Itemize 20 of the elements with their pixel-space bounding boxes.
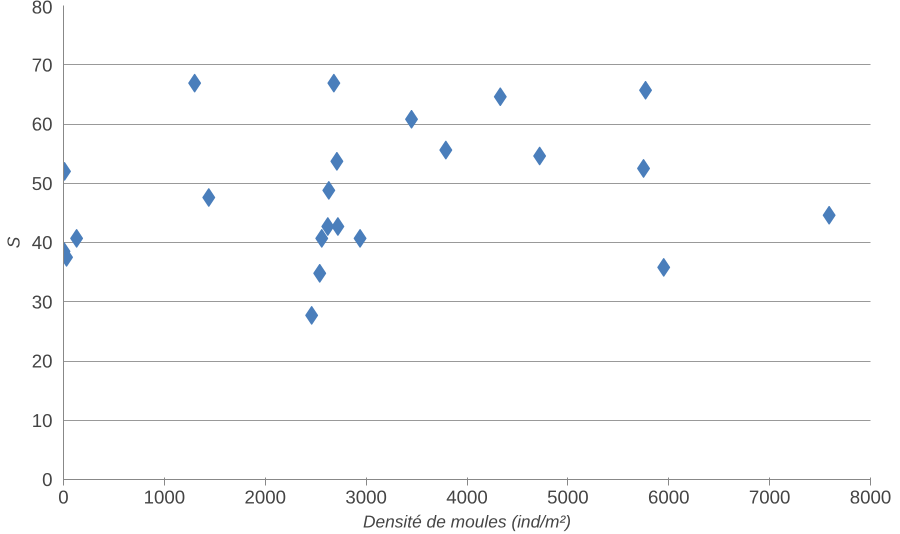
x-tick-label: 5000	[547, 486, 589, 508]
y-tick-label: 40	[32, 232, 53, 253]
y-tick-label: 0	[42, 469, 53, 490]
y-tick-label: 80	[32, 0, 53, 18]
x-tick-label: 8000	[850, 486, 892, 508]
x-tick-label: 6000	[648, 486, 690, 508]
x-tick-label: 0	[58, 486, 69, 508]
x-tick-label: 4000	[446, 486, 488, 508]
x-axis-title: Densité de moules (ind/m²)	[362, 512, 572, 532]
y-tick-label: 30	[32, 291, 53, 312]
x-tick-label: 3000	[345, 486, 387, 508]
y-axis-title: S	[4, 236, 24, 248]
x-tick-label: 1000	[144, 486, 186, 508]
y-tick-label: 20	[32, 350, 53, 372]
x-tick-label: 2000	[244, 486, 286, 508]
y-tick-label: 10	[32, 410, 53, 431]
y-tick-label: 50	[32, 172, 53, 194]
y-tick-label: 70	[32, 54, 53, 76]
x-tick-label: 7000	[748, 486, 790, 508]
y-tick-label: 60	[32, 114, 53, 134]
